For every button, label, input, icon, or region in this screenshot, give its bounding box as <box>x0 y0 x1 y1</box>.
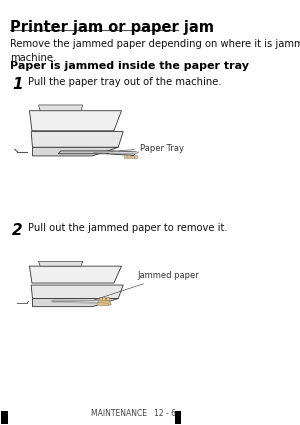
Polygon shape <box>106 151 136 156</box>
Text: Paper Tray: Paper Tray <box>119 144 184 153</box>
Text: MAINTENANCE   12 - 6: MAINTENANCE 12 - 6 <box>91 409 176 418</box>
Text: 2: 2 <box>12 223 23 238</box>
Polygon shape <box>38 261 83 266</box>
Text: Printer jam or paper jam: Printer jam or paper jam <box>11 20 214 35</box>
Polygon shape <box>124 155 127 158</box>
Text: Remove the jammed paper depending on where it is jammed in the
machine.: Remove the jammed paper depending on whe… <box>11 40 300 62</box>
Polygon shape <box>38 105 83 110</box>
Polygon shape <box>97 302 109 306</box>
Bar <box>175 411 182 424</box>
Polygon shape <box>58 151 114 154</box>
Polygon shape <box>106 297 109 300</box>
Polygon shape <box>94 152 139 154</box>
Polygon shape <box>102 297 105 300</box>
Polygon shape <box>31 131 123 147</box>
Text: Pull out the jammed paper to remove it.: Pull out the jammed paper to remove it. <box>28 223 228 233</box>
Text: Pull the paper tray out of the machine.: Pull the paper tray out of the machine. <box>28 76 222 87</box>
Polygon shape <box>32 147 118 156</box>
Polygon shape <box>131 156 134 158</box>
Polygon shape <box>127 156 130 158</box>
Polygon shape <box>98 300 111 305</box>
Polygon shape <box>99 297 102 300</box>
Polygon shape <box>29 266 122 283</box>
Text: 1: 1 <box>12 76 23 91</box>
Polygon shape <box>51 300 109 303</box>
Polygon shape <box>52 301 107 303</box>
Polygon shape <box>32 298 118 307</box>
Polygon shape <box>31 285 123 298</box>
Polygon shape <box>29 110 122 131</box>
Text: Jammed paper: Jammed paper <box>94 271 199 300</box>
Text: Paper is jammed inside the paper tray: Paper is jammed inside the paper tray <box>11 61 249 71</box>
Bar <box>2 411 8 424</box>
Polygon shape <box>134 155 137 158</box>
